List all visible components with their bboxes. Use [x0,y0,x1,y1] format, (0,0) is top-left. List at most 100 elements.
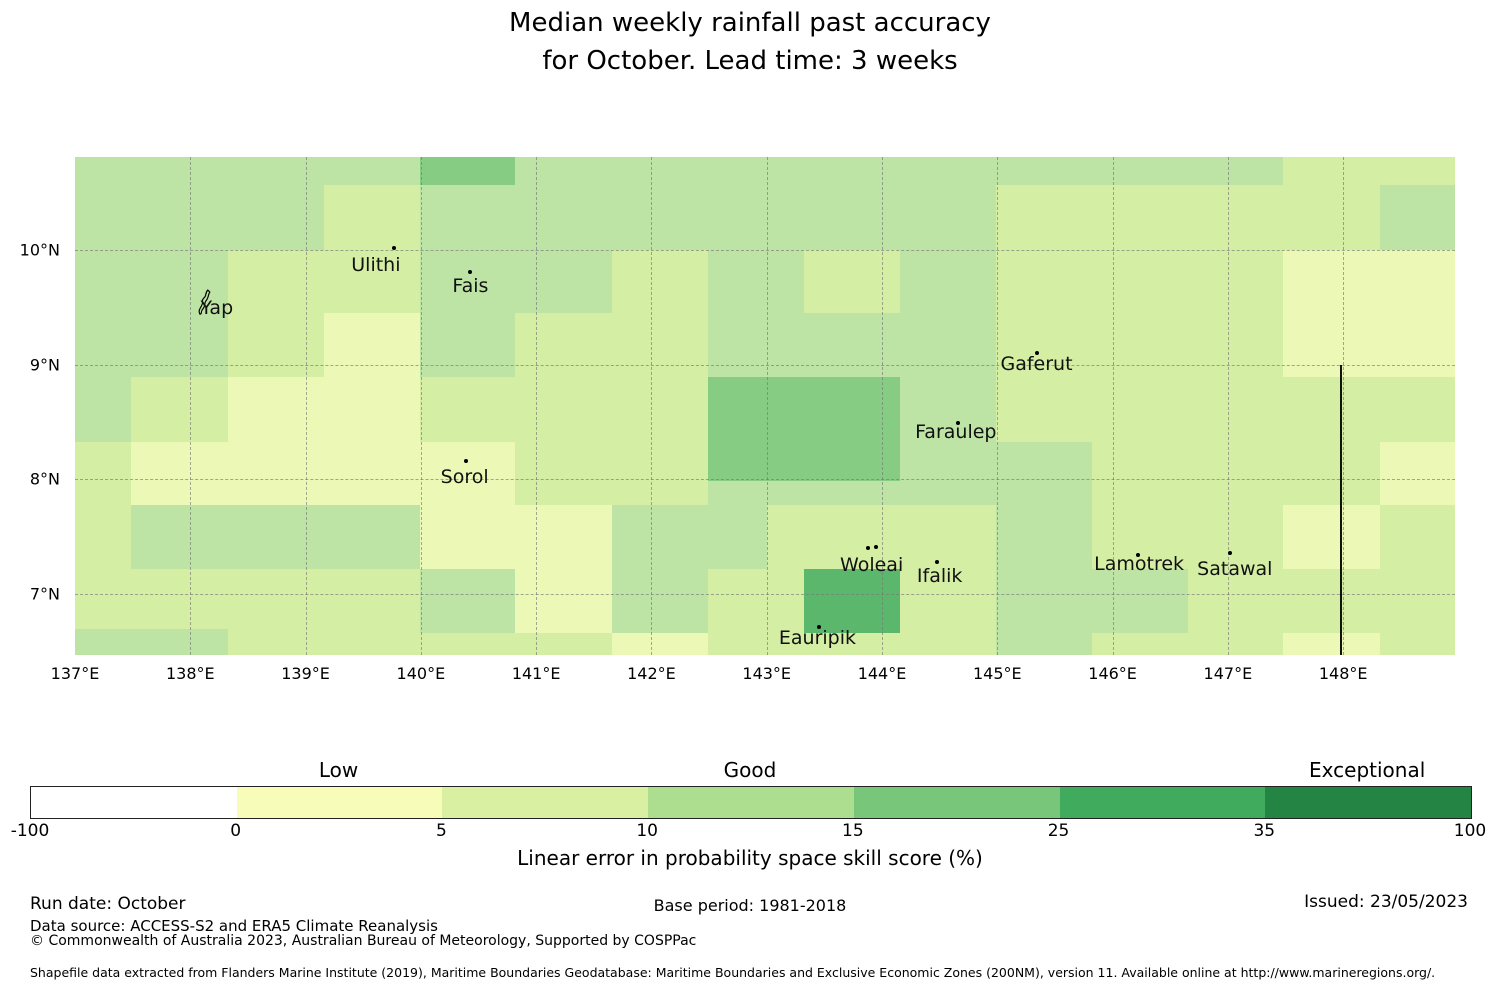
gridline-vertical [651,157,653,655]
run-date-text: Run date: October [30,894,186,914]
heatmap-cell [1283,504,1381,569]
heatmap-cell [419,157,516,185]
gridline-vertical [997,157,999,655]
y-axis: 10°N 9°N 8°N 7°N [0,157,62,655]
colorbar-category-exceptional: Exceptional [1309,758,1426,782]
colorbar-tick-label: 5 [436,821,447,841]
heatmap-cell [131,377,229,442]
heatmap-cell [996,184,1381,250]
heatmap-cell [803,249,901,314]
heatmap-cell [1091,633,1284,655]
heatmap-cell [1091,441,1381,505]
island-label-satawal: Satawal [1197,557,1273,580]
heatmap-cell [900,568,997,634]
colorbar-ticks: -100 0 5 10 15 25 35 100 [11,0,1487,990]
heatmap-cell [131,568,229,629]
heatmap-cell [612,633,708,655]
gridline-horizontal [75,364,1455,366]
x-tick-label: 142°E [627,664,676,683]
island-label-ulithi: Ulithi [351,253,401,276]
heatmap-cell [419,377,613,442]
heatmap-cells-layer [75,157,1455,655]
shapefile-note-text: Shapefile data extracted from Flanders M… [30,965,1436,980]
heatmap-cell [515,313,708,378]
colorbar-segment [236,787,443,818]
island-label-faraulep: Faraulep [915,421,997,444]
heatmap-cell [515,504,613,634]
island-label-lamotrek: Lamotrek [1094,553,1185,576]
heatmap-cell [228,633,613,655]
heatmap-cell [1380,633,1455,655]
gridline-vertical [766,157,768,655]
gridline-vertical [882,157,884,655]
skill-heatmap: Yap Ulithi Fais Gaferut Faraulep Sorol Woleai I… [75,157,1455,655]
island-marker-dot [392,245,397,250]
colorbar-tick-label: 35 [1253,821,1276,841]
heatmap-cell [1283,157,1455,185]
colorbar-segment [31,787,237,818]
heatmap-cell [1091,504,1284,569]
heatmap-cell [766,504,997,569]
heatmap-cell [1380,504,1455,569]
island-label-gaferut: Gaferut [1000,352,1073,375]
x-tick-label: 147°E [1203,664,1253,683]
x-tick-label: 148°E [1318,664,1368,683]
colorbar-segment [1059,787,1266,818]
colorbar-tick-label: 100 [1453,821,1487,841]
island-marker-dot [816,625,821,630]
gridline-horizontal [75,249,1455,251]
heatmap-cell [1380,441,1455,505]
heatmap-cell [228,313,325,378]
heatmap-cell [1283,633,1381,655]
gridline-vertical [1112,157,1114,655]
island-marker-dot [1135,553,1140,558]
colorbar-axis-label: Linear error in probability space skill … [517,846,983,870]
gridline-horizontal [75,594,1455,596]
heatmap-cell [1187,568,1455,634]
x-tick-label: 139°E [281,664,330,683]
colorbar-category-labels: Low Good Exceptional [30,0,1470,990]
gridline-vertical [190,157,192,655]
heatmap-cell [612,377,708,505]
issued-date-text: Issued: 23/05/2023 [1304,892,1468,912]
colorbar-tick-label: 0 [230,821,242,841]
heatmap-cell [75,441,132,629]
colorbar-tick-label: 15 [842,821,864,841]
island-label-yap: Yap [200,297,234,320]
y-tick-label: 9°N [29,355,60,375]
heatmap-cell [707,568,804,634]
island-label-sorol: Sorol [440,466,489,489]
heatmap-cell [228,249,420,314]
x-tick-label: 138°E [165,664,215,683]
heatmap-cell [324,184,420,250]
colorbar-category-low: Low [318,758,359,782]
colorbar-tick-label: 25 [1047,821,1070,841]
heatmap-cell [707,377,901,481]
heatmap-cell [1283,249,1455,378]
island-marker-dot [468,269,473,274]
heatmap-cell [996,249,1284,378]
island-outline-yap [196,288,213,319]
x-axis: 137°E 138°E 139°E 140°E 141°E 142°E 143°E 144°E… [51,0,1455,990]
heatmap-cell [612,249,708,314]
island-marker-dot [1034,351,1039,356]
gridline-horizontal [75,479,1455,481]
gridline-vertical [420,157,422,655]
x-tick-label: 145°E [972,664,1022,683]
heatmap-cell [419,441,516,569]
heatmap-cell [228,568,420,634]
x-tick-label: 144°E [857,664,907,683]
data-source-text: Data source: ACCESS-S2 and ERA5 Climate … [30,917,438,935]
colorbar-segment [1265,787,1472,818]
island-label-eauripik: Eauripik [778,626,857,649]
chart-title: Median weekly rainfall past accuracy for… [0,4,1500,80]
x-tick-label: 143°E [742,664,792,683]
islands-layer: Yap Ulithi Fais Gaferut Faraulep Sorol Woleai I… [75,157,1455,655]
heatmap-cell [803,568,901,634]
island-label-ifalik: Ifalik [916,564,963,587]
heatmap-cell [515,441,613,505]
chart-title-line1: Median weekly rainfall past accuracy [509,8,991,38]
gridlines-layer [75,157,1455,655]
island-marker-dot [1228,550,1233,555]
